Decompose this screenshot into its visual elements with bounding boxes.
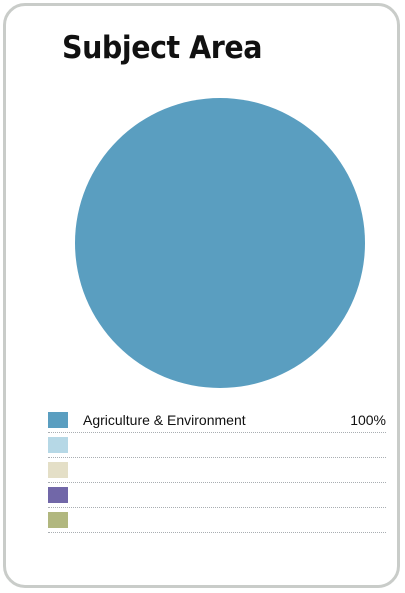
- chart-legend: Agriculture & Environment 100%: [48, 408, 386, 533]
- legend-swatch: [48, 512, 68, 528]
- legend-swatch: [48, 487, 68, 503]
- legend-item: [48, 458, 386, 483]
- legend-label: Agriculture & Environment: [83, 412, 246, 428]
- legend-swatch: [48, 437, 68, 453]
- legend-swatch: [48, 462, 68, 478]
- legend-swatch: [48, 412, 68, 428]
- pie-slice: [75, 98, 365, 388]
- chart-title: Subject Area: [62, 30, 263, 66]
- legend-item: [48, 433, 386, 458]
- legend-item: [48, 508, 386, 533]
- legend-item: [48, 483, 386, 508]
- legend-item: Agriculture & Environment 100%: [48, 408, 386, 433]
- legend-value: 100%: [350, 412, 386, 428]
